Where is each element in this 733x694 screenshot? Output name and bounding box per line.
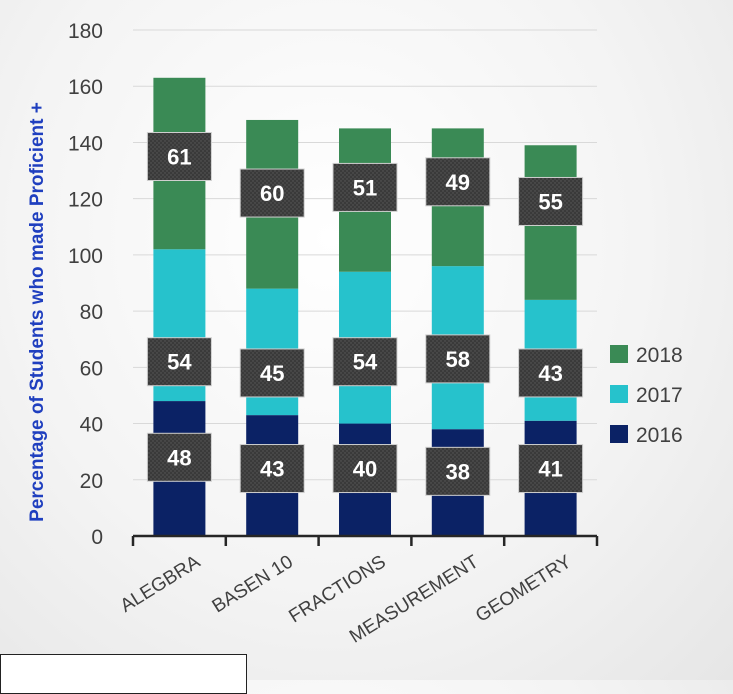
data-label-box xyxy=(239,168,305,218)
data-label-2016: 43 xyxy=(260,457,284,482)
y-tick-label: 40 xyxy=(80,414,103,437)
data-label-box xyxy=(332,337,398,387)
x-axis xyxy=(131,534,599,546)
data-label-2017: 43 xyxy=(538,361,562,386)
y-tick-label: 60 xyxy=(80,357,103,380)
data-label-box xyxy=(146,432,212,482)
data-label-box xyxy=(239,444,305,494)
data-label-2016: 38 xyxy=(446,459,470,484)
data-label-box xyxy=(425,446,491,496)
y-axis-ticks: 0 20 40 60 80 100 120 140 160 180 xyxy=(68,20,103,549)
data-label-2018: 61 xyxy=(167,145,191,170)
data-label-box xyxy=(518,176,584,226)
data-label-2018: 51 xyxy=(353,175,377,200)
data-label-box xyxy=(518,348,584,398)
legend-swatch-2017 xyxy=(610,385,628,403)
y-tick-label: 140 xyxy=(68,132,103,155)
legend-swatch-2016 xyxy=(610,425,628,443)
data-label-2016: 40 xyxy=(353,457,377,482)
x-category-label: GEOMETRY xyxy=(472,551,575,626)
y-tick-label: 180 xyxy=(68,20,103,43)
y-tick-label: 160 xyxy=(68,76,103,99)
legend-label-2017: 2017 xyxy=(636,384,683,407)
y-tick-label: 80 xyxy=(80,301,103,324)
legend-swatch-2018 xyxy=(610,345,628,363)
data-label-box xyxy=(146,132,212,181)
legend-label-2018: 2018 xyxy=(636,344,683,367)
data-label-2016: 48 xyxy=(167,445,191,470)
data-label-2017: 58 xyxy=(446,347,470,372)
data-label-box xyxy=(518,444,584,494)
data-label-2017: 54 xyxy=(167,350,192,375)
data-label-box xyxy=(239,348,305,398)
data-label-2017: 45 xyxy=(260,361,284,386)
x-category-label: BASEN 10 xyxy=(209,551,297,617)
x-axis-categories: ALEGBRA BASEN 10FRACTIONSMEASUREMENTGEOME… xyxy=(117,551,576,647)
data-label-2018: 60 xyxy=(260,181,284,206)
data-label-2017: 54 xyxy=(353,350,378,375)
data-label-box xyxy=(332,444,398,494)
y-axis-title: Percentage of Students who made Proficie… xyxy=(27,102,48,522)
x-category-label: ALEGBRA xyxy=(117,551,205,617)
y-tick-label: 120 xyxy=(68,189,103,212)
y-tick-label: 20 xyxy=(80,470,103,493)
data-label-2018: 55 xyxy=(538,189,562,214)
data-label-2016: 41 xyxy=(538,457,562,482)
data-label-box xyxy=(425,334,491,384)
legend: 2018 2017 2016 xyxy=(610,344,683,447)
data-label-box xyxy=(332,162,398,212)
y-tick-label: 100 xyxy=(68,245,103,268)
data-label-2018: 49 xyxy=(446,170,470,195)
data-label-box xyxy=(425,157,491,207)
data-label-box xyxy=(146,337,212,387)
legend-label-2016: 2016 xyxy=(636,424,683,447)
caption-box xyxy=(0,654,247,694)
stacked-bar-chart: 0 20 40 60 80 100 120 140 160 180 48 54 61 43 45 60 40 5… xyxy=(27,20,683,648)
data-labels: 48 54 61 43 45 60 40 54 51 38 58 49 41 43 55 xyxy=(146,132,584,496)
y-tick-label: 0 xyxy=(91,526,103,549)
